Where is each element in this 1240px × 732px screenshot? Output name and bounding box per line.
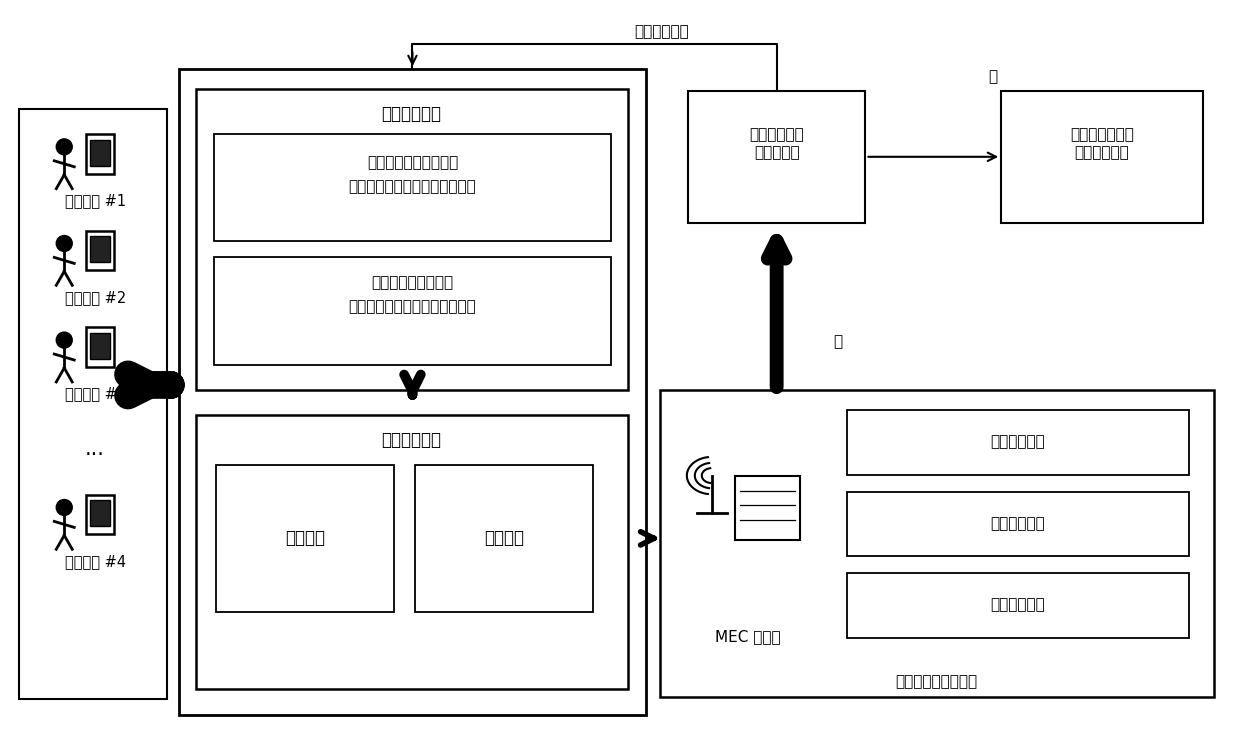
Bar (660, 390, 1214, 697)
Bar (91, 140, 110, 165)
Text: 服务器进行资源分配: 服务器进行资源分配 (895, 674, 977, 690)
Bar (87, 231, 114, 270)
Circle shape (56, 236, 72, 251)
Bar (179, 69, 646, 714)
Bar (87, 495, 114, 534)
Text: 计算资源分配: 计算资源分配 (991, 516, 1045, 531)
Text: 缓存决策: 缓存决策 (485, 529, 525, 548)
Text: MEC 服务器: MEC 服务器 (715, 630, 780, 644)
Text: 带宽资源分配: 带宽资源分配 (991, 597, 1045, 613)
Bar (91, 236, 110, 262)
Bar (847, 410, 1189, 474)
Bar (91, 501, 110, 526)
Bar (20, 109, 167, 699)
Text: 否: 否 (988, 70, 998, 85)
Text: 移动终端实时信息：: 移动终端实时信息： (372, 274, 454, 290)
Circle shape (56, 139, 72, 154)
Text: 调整缓存决策: 调整缓存决策 (635, 23, 689, 39)
Bar (216, 465, 393, 612)
Bar (847, 491, 1189, 556)
Text: 移动信息和请求的行为偏好信息: 移动信息和请求的行为偏好信息 (348, 299, 476, 314)
Text: 智能终端 #3: 智能终端 #3 (64, 386, 125, 401)
Bar (215, 134, 611, 242)
Bar (196, 415, 627, 689)
Text: 缓存决策模块: 缓存决策模块 (382, 430, 441, 449)
Bar (415, 465, 593, 612)
Bar (847, 573, 1189, 638)
Text: 是: 是 (833, 335, 842, 350)
Text: 智能终端 #4: 智能终端 #4 (64, 553, 125, 569)
Bar (688, 91, 866, 223)
Bar (735, 476, 800, 540)
Bar (196, 89, 627, 390)
Text: 输出最优缓存放
置与替换策略: 输出最优缓存放 置与替换策略 (1070, 127, 1133, 160)
Bar (91, 333, 110, 359)
Text: 智能终端 #1: 智能终端 #1 (64, 193, 125, 208)
Text: 缓存命中率的
值是否最大: 缓存命中率的 值是否最大 (749, 127, 804, 160)
Text: ···: ··· (86, 444, 105, 465)
Bar (215, 258, 611, 365)
Text: 智能终端 #2: 智能终端 #2 (64, 290, 125, 305)
Bar (1001, 91, 1203, 223)
Text: 边缘服务器实时信息：: 边缘服务器实时信息： (367, 155, 458, 171)
Circle shape (56, 332, 72, 348)
Circle shape (56, 499, 72, 515)
Text: 存储资源分配: 存储资源分配 (991, 434, 1045, 449)
Text: 建立模型: 建立模型 (285, 529, 325, 548)
Bar (87, 327, 114, 367)
Text: 环境监测模块: 环境监测模块 (382, 105, 441, 123)
Bar (87, 134, 114, 173)
Text: 计算资源，存储资源和带宽资源: 计算资源，存储资源和带宽资源 (348, 179, 476, 194)
